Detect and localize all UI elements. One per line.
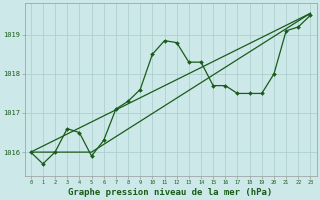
- X-axis label: Graphe pression niveau de la mer (hPa): Graphe pression niveau de la mer (hPa): [68, 188, 273, 197]
